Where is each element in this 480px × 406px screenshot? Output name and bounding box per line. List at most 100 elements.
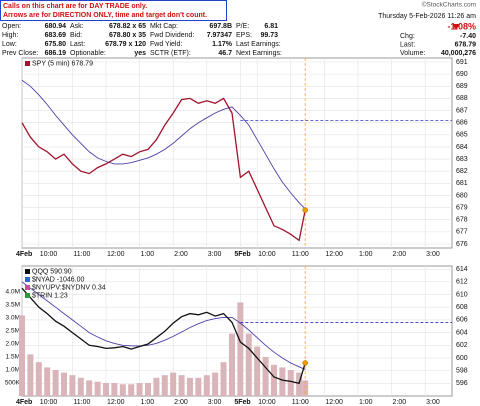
volume-bar xyxy=(35,362,42,396)
note-box xyxy=(0,0,227,21)
x-tick-label: 12:00 xyxy=(325,399,343,406)
x-tick-label: 2:00 xyxy=(393,251,407,258)
volume-bar xyxy=(44,367,51,396)
volume-bar xyxy=(86,380,93,396)
quote-value: 686.19 xyxy=(45,50,67,57)
brand: ©StockCharts.com xyxy=(422,1,476,9)
volume-bar xyxy=(212,372,219,396)
quote-value: 697.8B xyxy=(209,23,232,30)
y-tick-label: 684 xyxy=(456,144,468,151)
volume-bar xyxy=(195,377,202,396)
y-tick-label: 676 xyxy=(456,241,468,248)
volume-bar xyxy=(170,372,177,396)
quote-value: 1.17% xyxy=(212,41,233,48)
y2-tick-label: 598 xyxy=(456,367,468,374)
volume-bar xyxy=(27,354,34,396)
y-tick-label: 686 xyxy=(456,120,468,127)
annotation: $NYAD -1046.00 xyxy=(32,276,85,283)
x-tick-label: 4Feb xyxy=(16,399,32,406)
y-tick-label: 681 xyxy=(456,180,468,187)
volume-bar xyxy=(19,315,25,396)
legend-swatch xyxy=(25,61,30,66)
quote-label: Low: xyxy=(2,41,17,48)
volume-bar xyxy=(52,370,59,396)
quote-value: 678.82 x 65 xyxy=(109,23,146,30)
y2-tick-label: 608 xyxy=(456,304,468,311)
annotation-swatch xyxy=(25,293,30,298)
x-tick-label: 10:00 xyxy=(258,251,276,258)
x-tick-label: 5Feb xyxy=(234,399,250,406)
y-tick-label: 680 xyxy=(456,192,468,199)
quote-value: 680.94 xyxy=(45,23,67,30)
y-tick-label: 687 xyxy=(456,107,468,114)
last-price-dot xyxy=(302,360,308,366)
x-tick-label: 12:00 xyxy=(107,399,125,406)
quote-label: Last Earnings: xyxy=(236,41,281,48)
date: Thursday 5-Feb-2026 11:26 am xyxy=(378,13,476,20)
volume-bar xyxy=(228,333,235,396)
x-tick-label: 12:00 xyxy=(107,251,125,258)
quote-label: Next Earnings: xyxy=(236,50,282,57)
down-arrow xyxy=(452,24,460,30)
volume-bar xyxy=(111,383,118,396)
quote-label: EPS: xyxy=(236,32,252,39)
quote-label: P/E: xyxy=(236,23,249,30)
y2-tick-label: 604 xyxy=(456,329,468,336)
y-tick-label: 4.0M xyxy=(6,289,20,296)
y-tick-label: 2.0M xyxy=(6,341,20,348)
stat-value: 40,000,276 xyxy=(441,50,476,57)
volume-bar xyxy=(254,346,261,396)
change-pct: -1.08% xyxy=(447,21,476,31)
y-tick-label: 500K xyxy=(5,380,21,387)
volume-bar xyxy=(153,377,160,396)
quote-value: 675.80 xyxy=(45,41,67,48)
annotation: $NYUPV:$NYDNV 0.34 xyxy=(32,284,106,291)
legend-swatch xyxy=(25,269,30,274)
annotation-swatch xyxy=(25,285,30,290)
x-tick-label: 1:00 xyxy=(141,399,155,406)
y-tick-label: 2.5M xyxy=(6,328,20,335)
volume-bar xyxy=(296,372,303,396)
y-tick-label: 683 xyxy=(456,156,468,163)
y2-tick-label: 600 xyxy=(456,355,468,362)
quote-value: 678.80 x 35 xyxy=(109,32,146,39)
quote-label: Bid: xyxy=(70,32,82,39)
quote-label: Prev Close: xyxy=(2,50,38,57)
volume-bar xyxy=(262,357,269,396)
annotation-swatch xyxy=(25,277,30,282)
x-tick-label: 2:00 xyxy=(174,399,188,406)
y-tick-label: 689 xyxy=(456,83,468,90)
stat-label: Last: xyxy=(400,41,415,48)
x-tick-label: 10:00 xyxy=(40,399,58,406)
x-tick-label: 1:00 xyxy=(359,251,373,258)
y-tick-label: 690 xyxy=(456,71,468,78)
y-tick-label: 685 xyxy=(456,132,468,139)
quote-value: 6.81 xyxy=(264,23,278,30)
volume-bar xyxy=(270,364,277,396)
y2-tick-label: 610 xyxy=(456,291,468,298)
volume-bar xyxy=(69,375,76,396)
y-tick-label: 3.0M xyxy=(6,315,20,322)
price-line xyxy=(21,287,306,385)
quote-value: 678.79 x 120 xyxy=(105,41,146,48)
y-tick-label: 3.5M xyxy=(6,302,20,309)
quote-value: 99.73 xyxy=(260,32,278,39)
volume-bar xyxy=(77,377,84,396)
last-price-dot xyxy=(302,207,308,213)
y-tick-label: 678 xyxy=(456,217,468,224)
x-tick-label: 10:00 xyxy=(258,399,276,406)
y2-tick-label: 614 xyxy=(456,266,468,273)
y-tick-label: 691 xyxy=(456,59,468,66)
quote-label: Mkt Cap: xyxy=(150,23,178,30)
x-tick-label: 11:00 xyxy=(292,251,309,258)
x-tick-label: 12:00 xyxy=(325,251,343,258)
volume-bar xyxy=(203,375,210,396)
quote-value: 683.69 xyxy=(45,32,67,39)
quote-value: yes xyxy=(134,50,146,57)
x-tick-label: 2:00 xyxy=(393,399,407,406)
volume-bar xyxy=(279,367,286,396)
volume-bar xyxy=(144,383,151,396)
volume-bar xyxy=(220,362,227,396)
